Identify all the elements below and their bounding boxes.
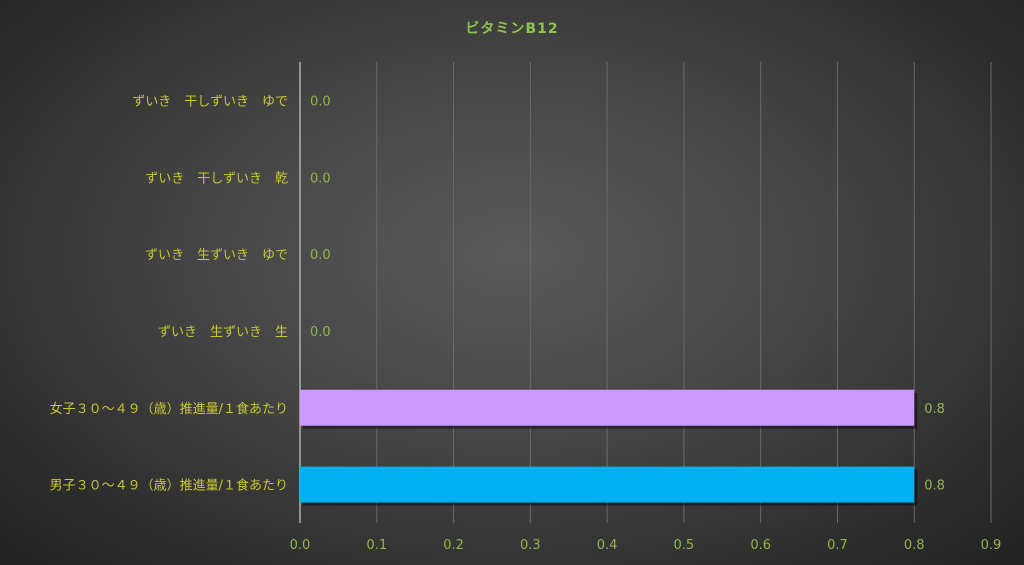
category-label: ずいき 干しずいき 乾 — [145, 171, 288, 186]
x-tick-label: 0.0 — [290, 538, 311, 553]
x-tick-label: 0.6 — [750, 538, 771, 553]
bar — [300, 466, 915, 503]
data-label: 0.0 — [310, 94, 331, 109]
data-label: 0.0 — [310, 325, 331, 340]
data-label: 0.8 — [924, 402, 945, 417]
category-label: 女子３０～４９（歳）推進量/１食あたり — [50, 401, 288, 417]
x-tick-label: 0.2 — [443, 538, 464, 553]
data-label: 0.0 — [310, 171, 331, 186]
chart-title: ビタミンB12 — [465, 21, 559, 37]
bar — [300, 389, 915, 426]
category-label: ずいき 生ずいき ゆで — [145, 248, 288, 263]
x-tick-label: 0.5 — [674, 538, 695, 553]
data-label: 0.0 — [310, 248, 331, 263]
data-label: 0.8 — [924, 479, 945, 494]
x-tick-label: 0.3 — [520, 538, 541, 553]
x-tick-label: 0.7 — [827, 538, 848, 553]
category-label: ずいき 生ずいき 生 — [158, 325, 288, 340]
x-tick-label: 0.8 — [904, 538, 925, 553]
category-label: 男子３０～４９（歳）推進量/１食あたり — [50, 478, 288, 494]
category-label: ずいき 干しずいき ゆで — [132, 94, 288, 109]
x-tick-label: 0.4 — [597, 538, 618, 553]
x-tick-label: 0.9 — [981, 538, 1002, 553]
x-tick-label: 0.1 — [366, 538, 387, 553]
